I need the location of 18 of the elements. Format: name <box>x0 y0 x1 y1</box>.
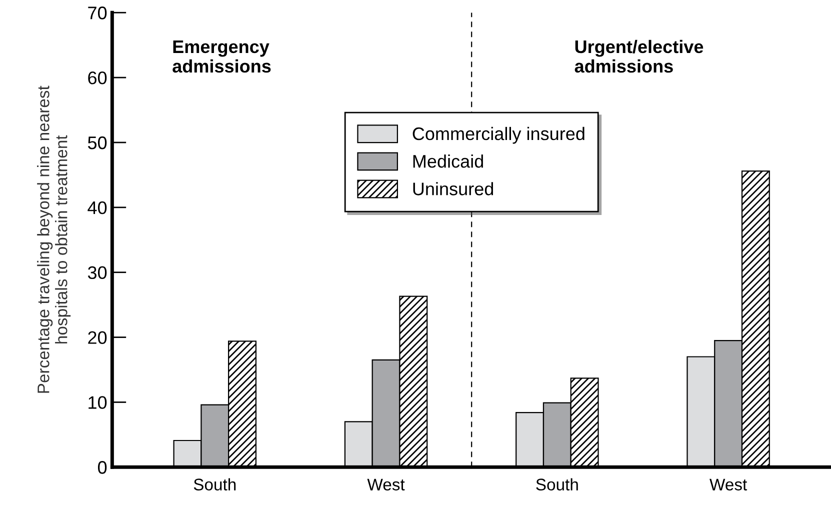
annotation: Urgent/elective admissions <box>574 40 704 73</box>
x-tick-label: West <box>710 478 748 490</box>
y-tick-label: 40 <box>88 201 107 214</box>
legend-label: Uninsured <box>413 182 494 196</box>
annotation: Emergency admissions <box>172 40 271 73</box>
y-tick-label: 0 <box>98 461 107 474</box>
y-tick-label: 30 <box>88 266 107 280</box>
x-tick-label: West <box>367 478 405 490</box>
y-tick-label: 70 <box>88 6 107 20</box>
x-tick-label: South <box>194 478 236 490</box>
y-tick-label: 20 <box>88 331 107 344</box>
legend-label: Commercially insured <box>412 126 584 144</box>
y-tick-label: 60 <box>88 71 107 84</box>
legend-label: Medicaid <box>413 154 483 168</box>
y-tick-label: 10 <box>88 396 107 409</box>
x-tick-label: South <box>536 478 578 490</box>
y-axis-title: Percentage traveling beyond nine nearest hospitals to obtain treatment <box>37 86 71 393</box>
y-tick-label: 50 <box>88 136 107 150</box>
